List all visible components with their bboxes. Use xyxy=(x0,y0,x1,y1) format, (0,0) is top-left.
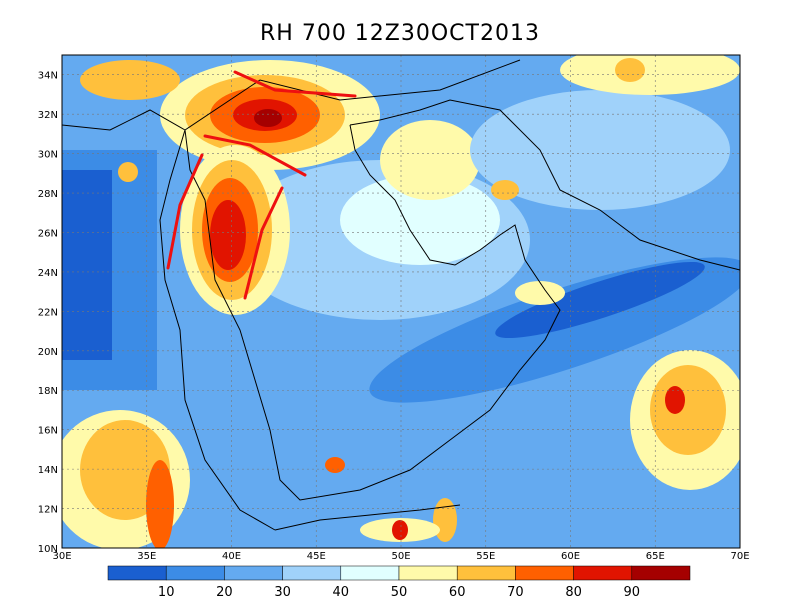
lon-label: 55E xyxy=(476,551,495,562)
lat-label: 30N xyxy=(38,150,58,161)
colorbar-swatch xyxy=(515,565,574,581)
colorbar-label: 20 xyxy=(216,585,233,600)
colorbar-label: 30 xyxy=(274,585,291,600)
colorbar: 10 20 30 40 50 60 70 80 90 xyxy=(107,565,691,600)
lat-label: 34N xyxy=(38,71,58,82)
lon-label: 65E xyxy=(646,551,665,562)
lat-label: 22N xyxy=(38,307,58,318)
colorbar-swatch xyxy=(107,565,167,581)
lon-label: 35E xyxy=(137,551,156,562)
lat-label: 28N xyxy=(38,189,58,200)
colorbar-swatch xyxy=(165,565,225,581)
colorbar-swatch xyxy=(573,565,633,581)
colorbar-label: 60 xyxy=(449,585,466,600)
front-lines xyxy=(166,70,357,300)
lon-label: 60E xyxy=(561,551,580,562)
map-frame xyxy=(61,54,741,549)
colorbar-label: 90 xyxy=(624,585,641,600)
lat-label: 26N xyxy=(38,228,58,239)
colorbar-swatch xyxy=(631,565,691,581)
colorbar-label: 70 xyxy=(507,585,524,600)
colorbar-swatch xyxy=(398,565,458,581)
lon-label: 40E xyxy=(222,551,241,562)
colorbar-label: 50 xyxy=(391,585,408,600)
colorbar-swatch xyxy=(456,565,516,581)
lat-label: 14N xyxy=(38,465,58,476)
lat-label: 12N xyxy=(38,505,58,516)
lon-label: 30E xyxy=(52,551,71,562)
lon-label: 45E xyxy=(307,551,326,562)
colorbar-label: 10 xyxy=(158,585,175,600)
title: RH 700 12Z30OCT2013 xyxy=(260,21,540,46)
lat-label: 24N xyxy=(38,268,58,279)
graticule: 10N 12N 14N 16N 18N 20N 22N 24N 26N 28N 30N 32N 34N 3… xyxy=(38,55,750,562)
lon-label: 70E xyxy=(730,551,749,562)
coastlines xyxy=(61,59,741,531)
colorbar-swatch xyxy=(224,565,283,581)
lat-label: 16N xyxy=(38,426,58,437)
colorbar-swatch xyxy=(282,565,342,581)
colorbar-swatch xyxy=(340,565,400,581)
lat-label: 32N xyxy=(38,110,58,121)
colorbar-label: 80 xyxy=(565,585,582,600)
lat-label: 18N xyxy=(38,386,58,397)
lat-label: 20N xyxy=(38,347,58,358)
rh-field xyxy=(62,55,740,548)
lon-label: 50E xyxy=(391,551,410,562)
lat-label: 10N xyxy=(38,544,58,555)
colorbar-label: 40 xyxy=(333,585,350,600)
